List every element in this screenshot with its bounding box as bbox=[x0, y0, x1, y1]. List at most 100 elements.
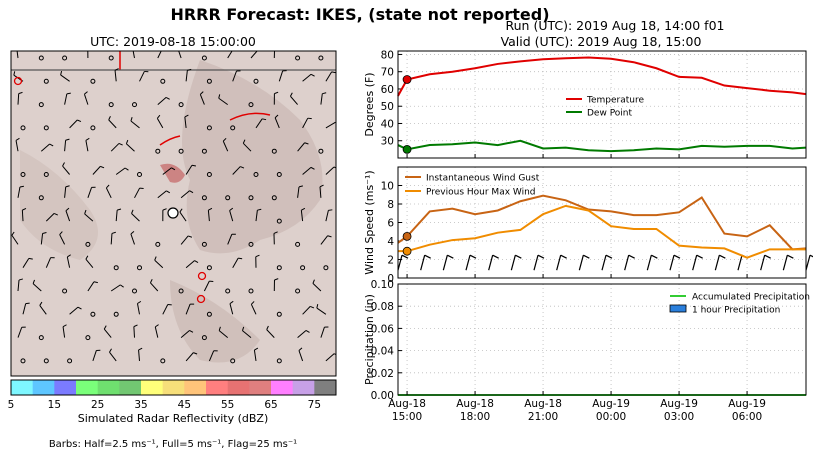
y-tick-label: 0.06 bbox=[371, 323, 395, 335]
wind-barb bbox=[227, 234, 233, 245]
calm-wind-marker bbox=[206, 311, 212, 317]
wind-barb bbox=[87, 281, 95, 292]
terrain-shade bbox=[182, 60, 323, 254]
run-label: Run (UTC): 2019 Aug 18, 14:00 f01 bbox=[506, 18, 725, 33]
wind-barb bbox=[40, 233, 44, 245]
wind-barb bbox=[420, 255, 426, 271]
wind-barb-feather bbox=[189, 190, 194, 194]
wind-barb bbox=[180, 190, 190, 199]
wind-barb bbox=[132, 51, 135, 59]
wind-barb bbox=[179, 211, 187, 222]
wind-barb bbox=[298, 350, 304, 362]
wind-barb-feather bbox=[114, 68, 119, 71]
wind-barb-feather bbox=[155, 324, 159, 328]
legend-swatch bbox=[669, 304, 687, 313]
wind-barb bbox=[320, 235, 329, 245]
calm-wind-marker bbox=[295, 288, 301, 294]
colorbar-swatch bbox=[76, 380, 98, 395]
state-border bbox=[229, 112, 271, 121]
reflectivity-patch bbox=[160, 163, 185, 183]
y-tick-label: 0.00 bbox=[371, 390, 394, 402]
wind-barb-feather bbox=[17, 45, 21, 47]
wind-barb bbox=[130, 233, 135, 245]
wind-barb-feather bbox=[111, 231, 116, 234]
wind-barb-feather bbox=[289, 92, 293, 97]
wind-barb bbox=[17, 327, 23, 338]
wind-barb-feather bbox=[274, 91, 279, 95]
wind-barb bbox=[131, 213, 140, 222]
wind-barb-feather bbox=[229, 207, 234, 211]
y-axis-label: Precipitation (in) bbox=[363, 294, 376, 385]
wind-barb-feather bbox=[42, 231, 47, 234]
wind-barb bbox=[297, 330, 307, 338]
wind-barb bbox=[208, 350, 215, 362]
plot-frame bbox=[397, 166, 807, 279]
wind-barb bbox=[22, 258, 30, 268]
x-tick-date: Aug-18 bbox=[524, 398, 562, 410]
colorbar-swatch bbox=[97, 380, 120, 395]
calm-wind-marker bbox=[230, 125, 236, 131]
y-tick-label: 70 bbox=[381, 67, 394, 79]
calm-wind-marker bbox=[62, 55, 68, 61]
wind-barb-feather bbox=[673, 254, 681, 259]
wind-barb-feather bbox=[65, 185, 70, 188]
wind-barb bbox=[229, 303, 234, 315]
y-axis-label: Degrees (F) bbox=[363, 72, 376, 136]
wind-barb-feather bbox=[39, 301, 43, 306]
calm-wind-marker bbox=[113, 265, 119, 271]
wind-barb bbox=[232, 166, 241, 175]
colorbar bbox=[11, 380, 337, 395]
colorbar-tick-label: 5 bbox=[8, 399, 15, 411]
wind-barb-feather bbox=[305, 330, 310, 333]
wind-barb bbox=[646, 255, 652, 271]
calm-wind-marker bbox=[201, 335, 207, 341]
wind-barb bbox=[180, 235, 189, 245]
wind-barb-feather bbox=[229, 300, 234, 305]
calm-wind-marker bbox=[85, 335, 91, 341]
calm-wind-marker bbox=[20, 358, 26, 364]
wind-barb bbox=[40, 143, 50, 152]
calm-wind-marker bbox=[113, 311, 119, 317]
wind-barb-feather bbox=[319, 184, 324, 188]
colorbar-tick-label: 15 bbox=[48, 399, 61, 411]
colorbar-tick-label: 55 bbox=[221, 399, 234, 411]
wind-barb-feather bbox=[469, 254, 477, 259]
wind-barb bbox=[39, 305, 47, 315]
wind-barb-feather bbox=[191, 164, 197, 167]
calm-wind-marker bbox=[276, 218, 282, 224]
wind-barb-feather bbox=[266, 325, 269, 330]
calm-wind-marker bbox=[62, 288, 68, 294]
wind-barb bbox=[185, 70, 188, 82]
current-value-marker bbox=[402, 231, 412, 241]
wind-barb bbox=[601, 255, 607, 271]
wind-barb bbox=[227, 51, 233, 59]
wind-barb-feather bbox=[103, 325, 107, 330]
precipitation-panel: 0.00 0.02 0.04 0.06 0.08 0.10 Precipitation (i… bbox=[363, 279, 810, 423]
wind-barb-feather bbox=[179, 208, 183, 213]
wind-barb-feather bbox=[18, 278, 23, 281]
wind-barb bbox=[232, 70, 237, 82]
wind-barb-feather bbox=[59, 231, 63, 235]
wind-barb bbox=[760, 255, 766, 271]
colorbar-label: Simulated Radar Reflectivity (dBZ) bbox=[78, 412, 269, 425]
wind-barb-feather bbox=[298, 347, 303, 351]
wind-barb-feather bbox=[304, 142, 309, 145]
wind-barb-feather bbox=[171, 167, 176, 171]
wind-barb-feather bbox=[764, 254, 771, 259]
wind-barb-feather bbox=[424, 254, 431, 259]
barb-note: Barbs: Half=2.5 ms⁻¹, Full=5 ms⁻¹, Flag=… bbox=[49, 439, 297, 450]
wind-barb bbox=[302, 306, 311, 315]
calm-wind-marker bbox=[38, 55, 44, 61]
x-tick-time: 18:00 bbox=[460, 411, 490, 423]
wind-barb bbox=[465, 255, 471, 271]
wind-barb bbox=[185, 352, 194, 362]
wind-barb-feather bbox=[809, 254, 813, 258]
legend-entry: Dew Point bbox=[587, 109, 633, 119]
colorbar-tick-label: 45 bbox=[178, 399, 191, 411]
wind-barb bbox=[325, 353, 335, 362]
wind-barb-feather bbox=[19, 185, 24, 188]
wind-barb bbox=[115, 210, 118, 222]
map-panel bbox=[10, 45, 337, 377]
calm-wind-marker bbox=[271, 148, 277, 154]
calm-wind-marker bbox=[206, 125, 212, 131]
